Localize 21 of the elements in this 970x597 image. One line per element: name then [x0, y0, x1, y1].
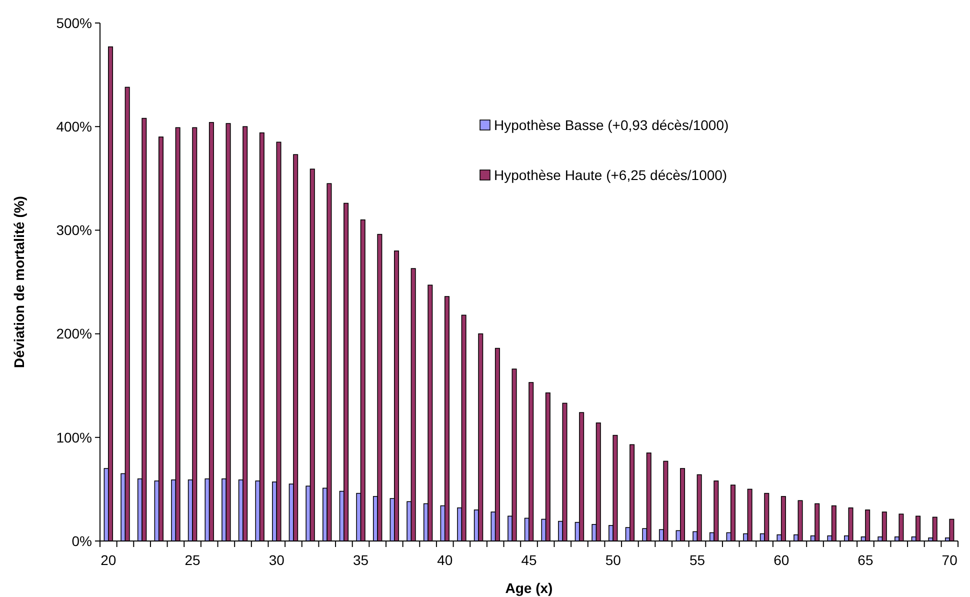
x-axis-title: Age (x)	[505, 580, 553, 596]
y-tick-label: 300%	[56, 222, 92, 238]
x-tick-label: 45	[521, 552, 537, 568]
y-tick-label: 200%	[56, 326, 92, 342]
x-tick-label: 50	[605, 552, 622, 568]
x-tick-label: 55	[689, 552, 706, 568]
x-tick-label: 20	[100, 552, 116, 568]
y-tick-label: 0%	[72, 532, 92, 549]
legend-label: Hypothèse Haute (+6,25 décès/1000)	[494, 166, 728, 183]
x-tick-label: 40	[437, 552, 453, 568]
x-tick-label: 30	[268, 552, 285, 568]
x-tick-label: 25	[184, 552, 201, 568]
x-tick-label: 65	[858, 552, 874, 568]
x-tick-label: 35	[352, 552, 369, 568]
y-axis-title: Déviation de mortalité (%)	[11, 196, 27, 368]
y-tick-label: 100%	[56, 429, 92, 446]
x-tick-label: 60	[774, 552, 790, 568]
y-tick-label: 400%	[56, 118, 92, 134]
legend-label: Hypothèse Basse (+0,93 décès/1000)	[494, 116, 729, 133]
x-tick-label: 70	[942, 552, 958, 568]
y-tick-label: 500%	[56, 14, 92, 31]
